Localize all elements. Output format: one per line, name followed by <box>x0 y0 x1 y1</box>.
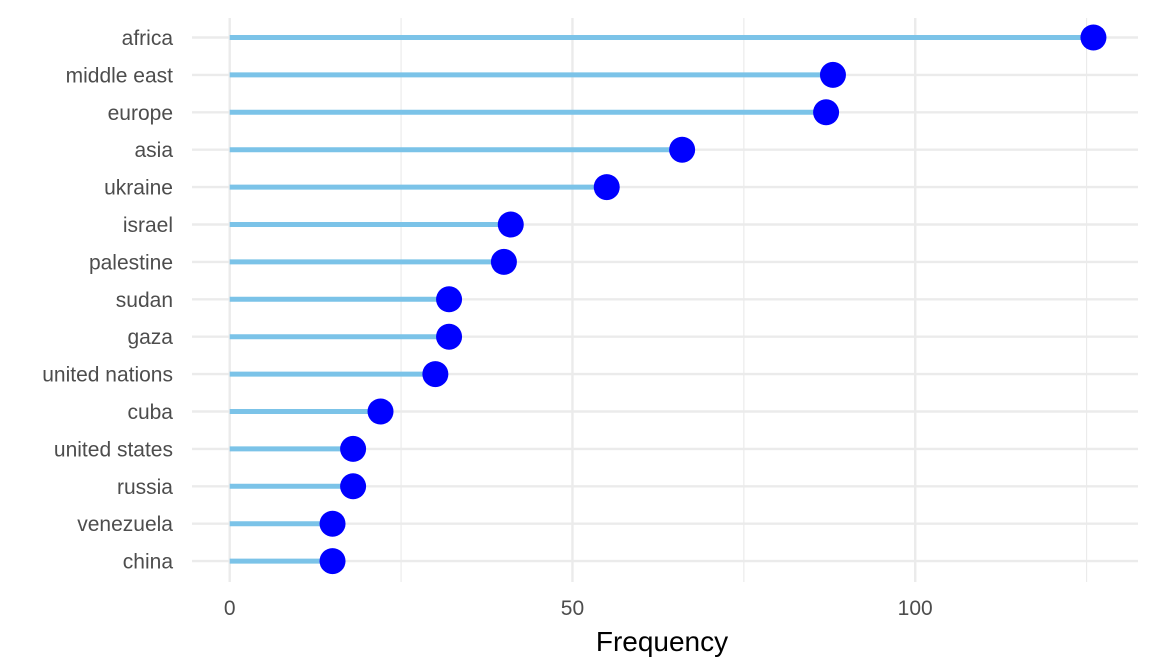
x-tick-label: 100 <box>898 597 933 620</box>
y-tick-label: sudan <box>116 289 173 312</box>
lollipop-point <box>819 61 846 88</box>
y-tick-labels: africa middle east europe asia ukraine israel… <box>42 27 173 574</box>
y-tick-label: russia <box>117 476 173 499</box>
lollipop-point <box>1080 24 1107 51</box>
y-tick-label: middle east <box>66 64 174 87</box>
lollipop-point <box>319 548 346 575</box>
lollipop-point <box>340 473 367 500</box>
y-tick-label: china <box>123 551 174 574</box>
y-tick-label: cuba <box>127 401 173 424</box>
x-tick-labels: 0 50 100 <box>224 597 933 620</box>
lollipop-point <box>340 435 367 462</box>
y-tick-label: ukraine <box>104 177 173 200</box>
y-tick-label: asia <box>134 139 173 162</box>
lollipop-point <box>367 398 394 425</box>
lollipop-point <box>319 510 346 537</box>
lollipop-point <box>490 248 517 275</box>
y-tick-label: united states <box>54 438 173 461</box>
y-tick-label: palestine <box>89 251 173 274</box>
lollipop-point <box>813 99 840 126</box>
lollipop-point <box>436 323 463 350</box>
y-tick-label: venezuela <box>77 513 173 536</box>
lollipop-point <box>436 286 463 313</box>
x-tick-label: 0 <box>224 597 236 620</box>
lollipop-point <box>497 211 524 238</box>
lollipop-point <box>593 174 620 201</box>
y-tick-label: israel <box>123 214 173 237</box>
y-tick-label: united nations <box>42 364 173 387</box>
stems <box>229 35 1094 564</box>
x-tick-label: 50 <box>561 597 584 620</box>
lollipop-point <box>669 136 696 163</box>
y-tick-label: gaza <box>127 326 173 349</box>
x-axis-title: Frequency <box>596 626 728 657</box>
lollipop-point <box>422 361 449 388</box>
points <box>319 24 1107 575</box>
y-tick-label: europe <box>108 102 173 125</box>
y-tick-label: africa <box>122 27 174 50</box>
